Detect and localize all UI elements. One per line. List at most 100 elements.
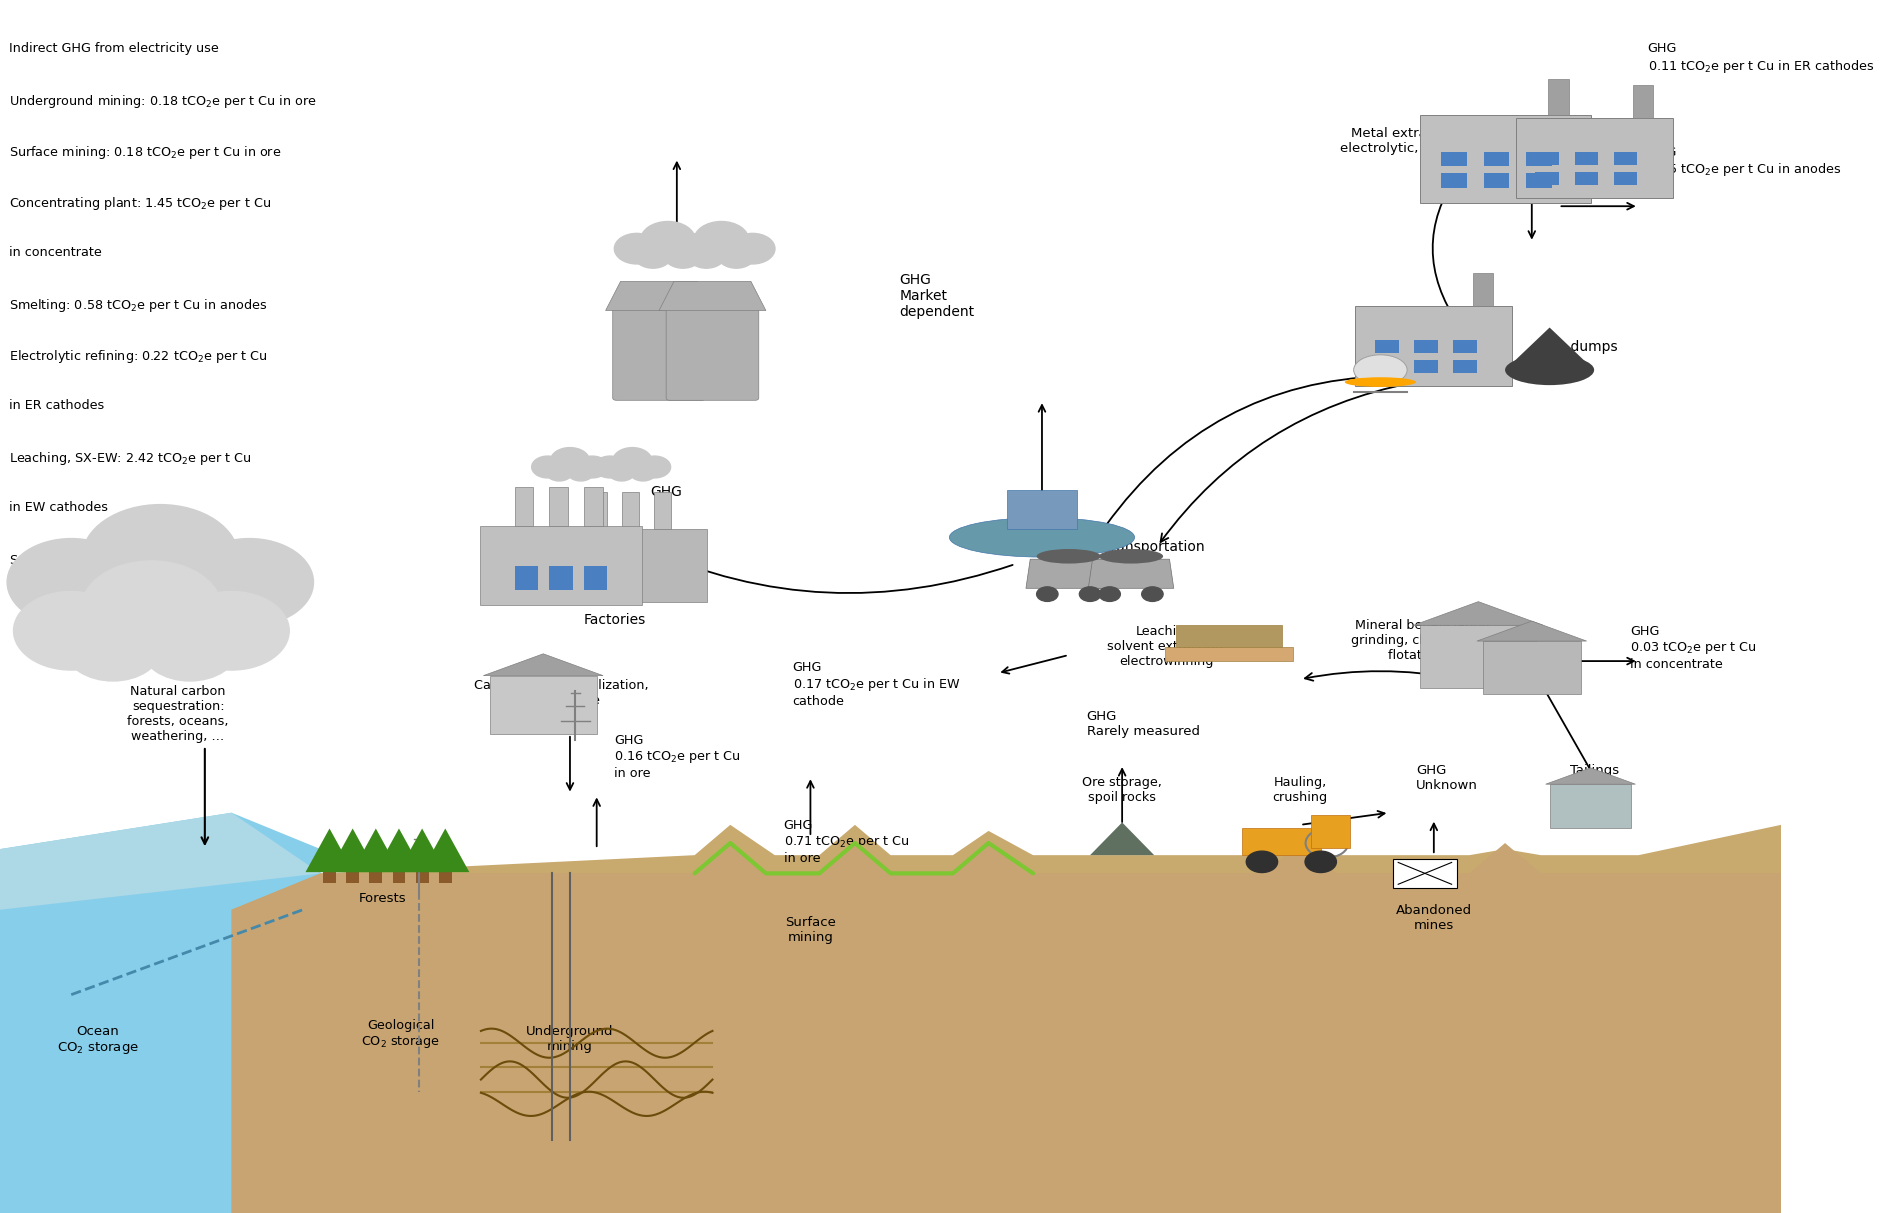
Ellipse shape bbox=[1036, 549, 1100, 564]
Bar bbox=[438, 861, 451, 883]
Circle shape bbox=[613, 448, 653, 474]
Bar bbox=[1453, 360, 1478, 374]
Text: Smelting: Smelting bbox=[1430, 352, 1491, 366]
Circle shape bbox=[546, 463, 573, 482]
Bar bbox=[590, 492, 607, 529]
Text: Leaching,
solvent extraction,
electrowinning: Leaching, solvent extraction, electrowin… bbox=[1106, 625, 1227, 667]
Circle shape bbox=[717, 243, 755, 268]
Circle shape bbox=[175, 592, 288, 670]
Circle shape bbox=[639, 456, 672, 478]
Bar bbox=[1472, 273, 1493, 307]
Bar bbox=[1535, 152, 1559, 165]
Bar bbox=[514, 566, 539, 590]
Text: GHG
Rarely measured: GHG Rarely measured bbox=[1087, 710, 1199, 738]
FancyBboxPatch shape bbox=[666, 308, 759, 400]
Text: Surface mining: 0.18 tCO$_2$e per t Cu in ore: Surface mining: 0.18 tCO$_2$e per t Cu i… bbox=[9, 144, 281, 161]
Text: Leaching, SX-EW: 2.42 tCO$_2$e per t Cu: Leaching, SX-EW: 2.42 tCO$_2$e per t Cu bbox=[9, 450, 252, 467]
Bar bbox=[1419, 115, 1590, 203]
Bar bbox=[622, 492, 639, 529]
Text: Tailings: Tailings bbox=[1569, 764, 1618, 778]
Bar bbox=[1375, 340, 1398, 353]
Bar bbox=[1633, 85, 1652, 119]
Circle shape bbox=[1305, 852, 1335, 872]
Circle shape bbox=[142, 615, 237, 680]
Text: GHG
Unknown: GHG Unknown bbox=[1415, 764, 1478, 792]
Text: Underground
mining: Underground mining bbox=[525, 1025, 615, 1053]
Bar bbox=[1442, 152, 1466, 166]
Text: Factories: Factories bbox=[584, 613, 645, 627]
Text: in concentrate: in concentrate bbox=[9, 246, 102, 260]
Bar bbox=[370, 861, 381, 883]
Text: Underground mining: 0.18 tCO$_2$e per t Cu in ore: Underground mining: 0.18 tCO$_2$e per t … bbox=[9, 93, 317, 110]
Bar bbox=[1415, 340, 1438, 353]
Bar bbox=[1483, 642, 1580, 694]
Circle shape bbox=[150, 565, 256, 638]
Circle shape bbox=[186, 539, 313, 626]
Circle shape bbox=[694, 222, 749, 258]
Polygon shape bbox=[376, 828, 423, 872]
Polygon shape bbox=[1504, 328, 1593, 370]
Bar bbox=[584, 488, 603, 526]
Ellipse shape bbox=[1098, 549, 1163, 564]
Bar bbox=[514, 488, 533, 526]
Circle shape bbox=[1036, 587, 1059, 602]
Circle shape bbox=[664, 243, 702, 268]
Polygon shape bbox=[328, 828, 378, 872]
Text: Geological
CO$_2$ storage: Geological CO$_2$ storage bbox=[360, 1019, 440, 1050]
Text: in EW cathodes: in EW cathodes bbox=[9, 501, 108, 514]
Text: Forests: Forests bbox=[359, 892, 406, 905]
Bar bbox=[1527, 152, 1552, 166]
Bar bbox=[558, 529, 708, 602]
Bar bbox=[1483, 152, 1510, 166]
Polygon shape bbox=[231, 825, 1781, 1213]
Bar bbox=[654, 492, 672, 529]
Circle shape bbox=[567, 463, 594, 482]
Circle shape bbox=[1246, 852, 1277, 872]
Bar bbox=[1243, 828, 1320, 855]
Circle shape bbox=[641, 222, 696, 258]
Bar bbox=[584, 566, 607, 590]
Circle shape bbox=[630, 463, 656, 482]
Bar bbox=[347, 861, 359, 883]
Text: Hauling,
crushing: Hauling, crushing bbox=[1273, 776, 1328, 804]
Circle shape bbox=[577, 456, 609, 478]
Bar bbox=[1548, 79, 1569, 115]
Circle shape bbox=[531, 456, 563, 478]
Bar bbox=[1614, 152, 1637, 165]
Polygon shape bbox=[1413, 602, 1542, 626]
Text: GHG
0.03 tCO$_2$e per t Cu
in concentrate: GHG 0.03 tCO$_2$e per t Cu in concentrat… bbox=[1630, 625, 1757, 671]
Bar bbox=[415, 861, 429, 883]
Bar bbox=[1165, 647, 1294, 661]
Circle shape bbox=[8, 539, 135, 626]
Polygon shape bbox=[1026, 559, 1112, 588]
Bar bbox=[550, 488, 567, 526]
Bar bbox=[1453, 340, 1478, 353]
Circle shape bbox=[730, 233, 776, 264]
Bar bbox=[1575, 171, 1597, 186]
Bar bbox=[1392, 859, 1457, 888]
Text: Mineral beneficiation:
grinding, classification,
flotation, …: Mineral beneficiation: grinding, classif… bbox=[1351, 619, 1499, 661]
Ellipse shape bbox=[1354, 355, 1408, 386]
Polygon shape bbox=[1091, 822, 1153, 855]
Bar bbox=[1375, 360, 1398, 374]
Text: Smelting: 0.58 tCO$_2$e per t Cu in anodes: Smelting: 0.58 tCO$_2$e per t Cu in anod… bbox=[9, 297, 267, 314]
Circle shape bbox=[689, 243, 725, 268]
Text: Electrolytic refining: 0.22 tCO$_2$e per t Cu: Electrolytic refining: 0.22 tCO$_2$e per… bbox=[9, 348, 267, 365]
Bar bbox=[1516, 119, 1673, 199]
Ellipse shape bbox=[948, 518, 1134, 557]
Polygon shape bbox=[0, 813, 321, 1213]
Bar bbox=[1550, 785, 1631, 828]
Ellipse shape bbox=[1504, 355, 1593, 386]
Text: Transportation: Transportation bbox=[1104, 540, 1205, 554]
Polygon shape bbox=[1478, 621, 1586, 640]
Bar bbox=[550, 566, 573, 590]
Bar bbox=[1311, 815, 1351, 849]
Circle shape bbox=[594, 456, 626, 478]
Bar bbox=[1442, 173, 1466, 188]
Text: Abandoned
mines: Abandoned mines bbox=[1396, 904, 1472, 932]
Bar bbox=[1176, 625, 1282, 647]
Bar bbox=[1421, 626, 1537, 689]
Text: GHG: GHG bbox=[651, 485, 683, 500]
Polygon shape bbox=[484, 654, 603, 676]
Text: Carbon capture, utilization,
and storage: Carbon capture, utilization, and storage bbox=[474, 679, 649, 707]
